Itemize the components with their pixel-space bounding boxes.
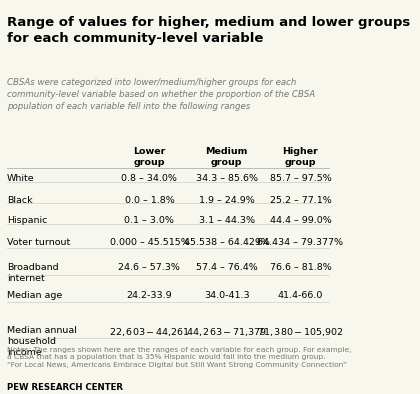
Text: 85.7 – 97.5%: 85.7 – 97.5% [270,174,331,183]
Text: Broadband
internet: Broadband internet [7,263,58,283]
Text: Voter turnout: Voter turnout [7,238,70,247]
Text: 64.434 – 79.377%: 64.434 – 79.377% [257,238,344,247]
Text: Black: Black [7,196,32,205]
Text: $44,263-$71,379: $44,263-$71,379 [186,326,267,338]
Text: Median age: Median age [7,291,62,299]
Text: $22,603-$44,261: $22,603-$44,261 [109,326,190,338]
Text: Median annual
household
income: Median annual household income [7,326,76,357]
Text: 0.000 – 45.515%: 0.000 – 45.515% [110,238,189,247]
Text: 57.4 – 76.4%: 57.4 – 76.4% [196,263,257,272]
Text: Hispanic: Hispanic [7,216,47,225]
Text: 24.6 – 57.3%: 24.6 – 57.3% [118,263,180,272]
Text: 0.1 – 3.0%: 0.1 – 3.0% [124,216,174,225]
Text: 24.2-33.9: 24.2-33.9 [126,291,172,299]
Text: Notes: The ranges shown here are the ranges of each variable for each group. For: Notes: The ranges shown here are the ran… [7,347,352,368]
Text: Range of values for higher, medium and lower groups
for each community-level var: Range of values for higher, medium and l… [7,17,410,45]
Text: $71,380-$105,902: $71,380-$105,902 [257,326,344,338]
Text: 25.2 – 77.1%: 25.2 – 77.1% [270,196,331,205]
Text: PEW RESEARCH CENTER: PEW RESEARCH CENTER [7,383,123,392]
Text: 34.0-41.3: 34.0-41.3 [204,291,249,299]
Text: Medium
group: Medium group [205,147,248,167]
Text: 1.9 – 24.9%: 1.9 – 24.9% [199,196,255,205]
Text: White: White [7,174,34,183]
Text: 34.3 – 85.6%: 34.3 – 85.6% [196,174,257,183]
Text: 45.538 – 64.429%: 45.538 – 64.429% [184,238,270,247]
Text: Higher
group: Higher group [283,147,318,167]
Text: 76.6 – 81.8%: 76.6 – 81.8% [270,263,331,272]
Text: 44.4 – 99.0%: 44.4 – 99.0% [270,216,331,225]
Text: 0.8 – 34.0%: 0.8 – 34.0% [121,174,177,183]
Text: 0.0 – 1.8%: 0.0 – 1.8% [124,196,174,205]
Text: 41.4-66.0: 41.4-66.0 [278,291,323,299]
Text: 3.1 – 44.3%: 3.1 – 44.3% [199,216,255,225]
Text: Lower
group: Lower group [133,147,165,167]
Text: CBSAs were categorized into lower/medium/higher groups for each
community-level : CBSAs were categorized into lower/medium… [7,78,315,111]
